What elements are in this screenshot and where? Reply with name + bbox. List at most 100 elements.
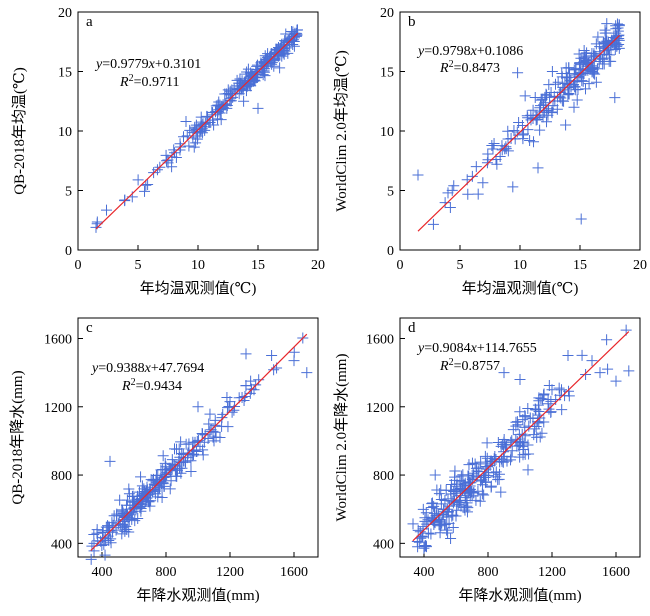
data-point [443,517,455,529]
data-point [522,439,534,451]
data-point [475,456,487,468]
data-point [587,64,599,76]
data-point [562,350,574,362]
data-point [85,553,97,565]
data-point [234,73,246,85]
data-point [464,490,476,502]
data-point [183,140,195,152]
data-point [519,411,531,423]
data-point [152,491,164,503]
panel-label: c [86,320,93,336]
chart-panel-c: 400 800 1200 1600 400 800 1200 1600 年降水观测值(mm) QB… [9,317,319,604]
data-point [549,78,561,90]
data-point [458,479,470,491]
data-point [140,179,152,191]
data-point [152,469,164,481]
data-point [458,502,470,514]
data-point [613,19,625,31]
y-axis-label: WorldClim 2.0年均温(℃) [333,50,350,211]
data-point [98,538,110,550]
data-point [601,334,613,346]
data-point [518,128,530,140]
data-point [238,95,250,107]
data-point [282,35,294,47]
data-point [522,124,534,136]
x-tick-label: 1600 [602,565,630,580]
data-point [288,346,300,358]
data-point [598,52,610,64]
panel-label: a [86,14,93,30]
data-point [514,373,526,385]
data-point [542,394,554,406]
data-point [522,403,534,415]
data-point [419,540,431,552]
data-point [441,524,453,536]
data-point [180,438,192,450]
data-point [446,184,458,196]
data-point [222,402,234,414]
data-point [127,490,139,502]
fit-line [412,331,630,542]
data-point [407,518,419,530]
data-point [494,151,506,163]
data-point [487,143,499,155]
chart-panel-d: 400 800 1200 1600 400 800 1200 1600 年降水观测值(mm) Wo… [333,317,641,604]
y-tick-label: 800 [373,469,394,484]
data-point [135,471,147,483]
data-point [413,536,425,548]
data-point [477,177,489,189]
data-point [425,528,437,540]
y-tick-label: 800 [51,469,72,484]
data-point [435,520,447,532]
data-point [412,169,424,181]
regression-equation: y=0.9798x+0.1086 [416,44,523,59]
data-point [209,426,221,438]
x-tick-label: 0 [397,258,404,273]
y-tick-label: 10 [380,125,394,140]
data-point [519,90,531,102]
data-point [103,525,115,537]
data-point [478,489,490,501]
data-point [462,188,474,200]
data-point [537,111,549,123]
r-squared: R2=0.8757 [439,357,500,374]
data-point [556,404,568,416]
data-point [585,63,597,75]
data-point [191,133,203,145]
data-point [563,88,575,100]
data-point [419,515,431,527]
data-point [623,365,635,377]
data-point [187,445,199,457]
data-point [532,162,544,174]
data-point [188,141,200,153]
data-point [463,459,475,471]
data-point [560,62,572,74]
data-point [291,30,303,42]
data-point [454,494,466,506]
data-point [576,75,588,87]
r-squared: R2=0.9711 [119,73,179,90]
data-point [535,94,547,106]
data-point [467,467,479,479]
data-point [442,187,454,199]
regression-equation: y=0.9388x+47.7694 [90,361,204,376]
data-point [545,406,557,418]
data-point [474,495,486,507]
data-point [245,375,257,387]
data-point [581,47,593,59]
x-axis-label: 年降水观测值(mm) [458,587,581,604]
data-point [534,100,546,112]
data-point [106,517,118,529]
data-point [91,527,103,539]
data-point [610,375,622,387]
data-point [560,119,572,131]
data-point [157,450,169,462]
data-point [599,27,611,39]
data-point [176,447,188,459]
data-point [139,185,151,197]
data-point [479,476,491,488]
data-point [422,527,434,539]
x-tick-label: 400 [92,565,113,580]
data-point [590,50,602,62]
